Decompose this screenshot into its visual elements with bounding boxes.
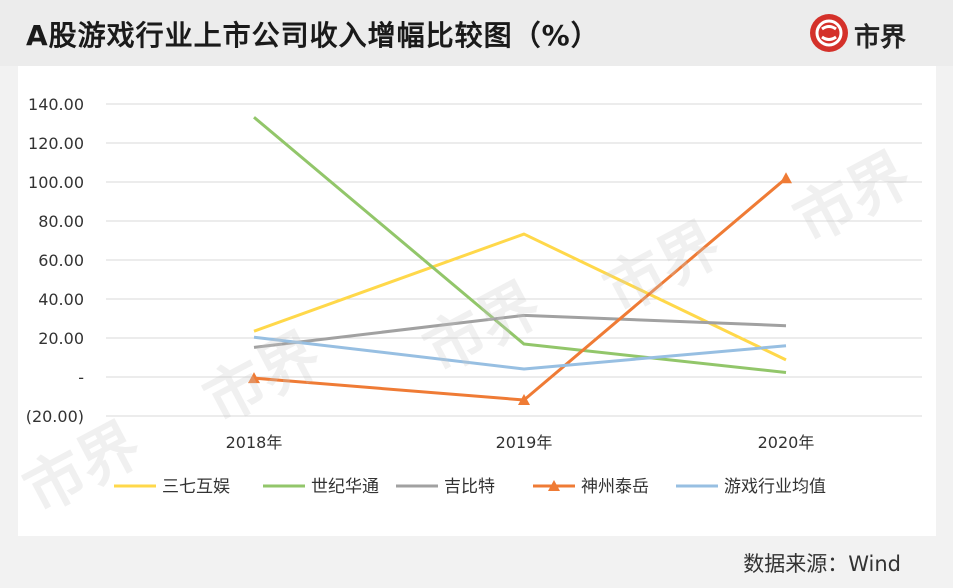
y-tick-label: 100.00	[28, 173, 84, 192]
legend-label: 吉比特	[444, 477, 495, 497]
series-line-0	[253, 232, 787, 362]
data-point-marker	[780, 172, 792, 184]
data-point-marker	[518, 394, 530, 406]
legend-label: 神州泰岳	[581, 477, 649, 497]
legend-label: 游戏行业均值	[724, 477, 826, 497]
shijie-logo-icon	[810, 14, 848, 52]
series-line-2	[253, 313, 787, 349]
y-tick-label: 20.00	[38, 329, 84, 348]
x-tick-label: 2020年	[758, 433, 815, 452]
series-line-3	[253, 177, 787, 402]
data-point-marker	[248, 372, 260, 384]
source-note: 数据来源：Wind	[743, 552, 901, 576]
logo-text: 市界	[854, 23, 907, 53]
y-tick-label: 40.00	[38, 290, 84, 309]
legend-marker	[548, 480, 560, 491]
y-tick-label: 60.00	[38, 251, 84, 270]
legend-label: 世纪华通	[311, 477, 379, 497]
x-tick-label: 2019年	[496, 433, 553, 452]
chart-panel: 140.00 120.00 100.00 80.00 60.00 40.00 20.00 - (…	[18, 66, 936, 536]
y-tick-label: 80.00	[38, 212, 84, 231]
page-title: A股游戏行业上市公司收入增幅比较图（%）	[26, 19, 600, 52]
brand-logo: 市界	[810, 14, 920, 54]
x-tick-label: 2018年	[226, 433, 283, 452]
y-tick-label: 120.00	[28, 134, 84, 153]
series-line-4	[253, 335, 787, 371]
y-tick-label: 140.00	[28, 95, 84, 114]
line-chart: 140.00 120.00 100.00 80.00 60.00 40.00 20.00 - (…	[26, 95, 922, 497]
header-bar: A股游戏行业上市公司收入增幅比较图（%） 市界	[0, 0, 953, 66]
legend-label: 三七互娱	[162, 477, 230, 497]
series-line-1	[253, 116, 787, 375]
y-tick-label: (20.00)	[26, 407, 84, 426]
y-tick-label: -	[78, 368, 84, 387]
